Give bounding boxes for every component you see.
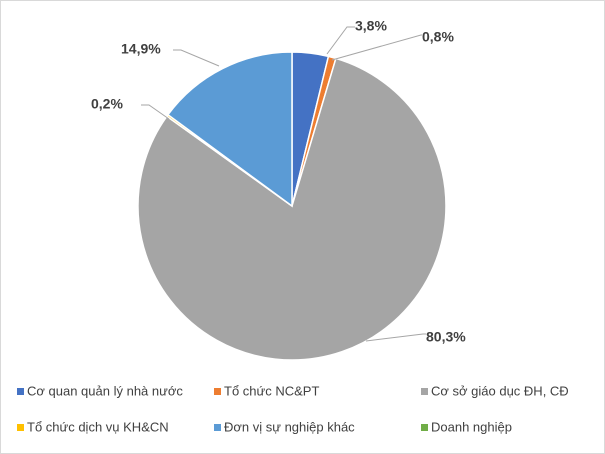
data-label-to-chuc-dich-vu-kh-cn: 0,2%	[91, 96, 123, 112]
leader-line-co-so-giao-duc-dh-cd	[365, 333, 426, 342]
leader-line-co-quan-quan-ly-nha-nuoc	[326, 26, 355, 55]
legend-label-co-so-giao-duc-dh-cd: Cơ sở giáo dục ĐH, CĐ	[431, 383, 569, 398]
leader-line-don-vi-su-nghiep-khac	[173, 49, 220, 67]
legend-swatch-doanh-nghiep	[421, 424, 428, 431]
pie-slice-co-so-giao-duc-dh-cd	[137, 57, 447, 361]
data-label-don-vi-su-nghiep-khac: 14,9%	[121, 41, 161, 57]
pie-slice-don-vi-su-nghiep-khac	[166, 51, 293, 208]
legend-swatch-to-chuc-nc-pt	[214, 388, 221, 395]
legend-swatch-don-vi-su-nghiep-khac	[214, 424, 221, 431]
data-labels: 3,8% 0,8% 80,3% 0,2% 14,9%	[91, 18, 466, 345]
pie-slices	[137, 51, 447, 361]
legend-label-co-quan-quan-ly-nha-nuoc: Cơ quan quản lý nhà nước	[27, 383, 183, 398]
legend: Cơ quan quản lý nhà nước Tổ chức NC&PT Cơ …	[17, 383, 569, 434]
data-label-co-quan-quan-ly-nha-nuoc: 3,8%	[355, 18, 387, 34]
legend-label-doanh-nghiep: Doanh nghiệp	[431, 419, 512, 434]
legend-label-don-vi-su-nghiep-khac: Đơn vị sự nghiệp khác	[224, 419, 355, 434]
legend-label-to-chuc-dich-vu-kh-cn: Tổ chức dịch vụ KH&CN	[27, 419, 169, 434]
legend-label-to-chuc-nc-pt: Tổ chức NC&PT	[224, 383, 319, 398]
leader-line-to-chuc-nc-pt	[331, 34, 422, 61]
leader-lines	[141, 26, 426, 342]
legend-swatch-co-quan-quan-ly-nha-nuoc	[17, 388, 24, 395]
legend-swatch-co-so-giao-duc-dh-cd	[421, 388, 428, 395]
data-label-to-chuc-nc-pt: 0,8%	[422, 29, 454, 45]
data-label-co-so-giao-duc-dh-cd: 80,3%	[426, 329, 466, 345]
leader-line-to-chuc-dich-vu-kh-cn	[141, 104, 170, 120]
legend-swatch-to-chuc-dich-vu-kh-cn	[17, 424, 24, 431]
